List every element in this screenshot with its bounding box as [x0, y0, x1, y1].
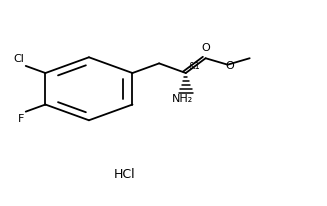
Text: O: O	[225, 61, 233, 71]
Text: O: O	[201, 43, 210, 53]
Text: HCl: HCl	[114, 168, 135, 181]
Text: NH₂: NH₂	[172, 94, 193, 104]
Text: F: F	[18, 114, 24, 124]
Text: Cl: Cl	[13, 54, 24, 64]
Text: &1: &1	[188, 62, 200, 71]
